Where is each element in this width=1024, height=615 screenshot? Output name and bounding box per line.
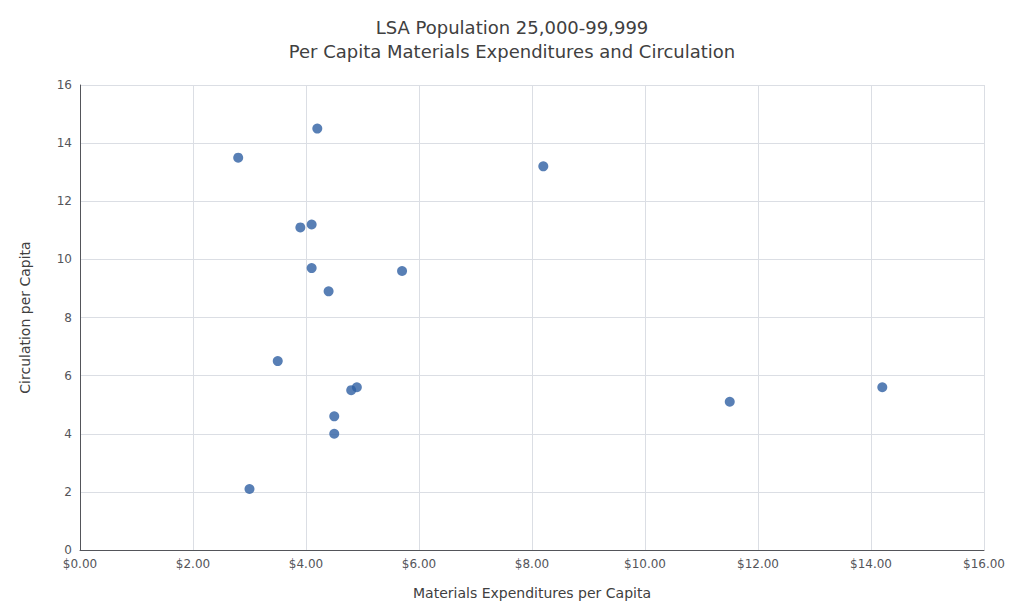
svg-text:$2.00: $2.00 (176, 557, 210, 571)
svg-text:Per Capita Materials Expenditu: Per Capita Materials Expenditures and Ci… (289, 41, 735, 62)
svg-text:4: 4 (64, 427, 72, 441)
svg-text:10: 10 (57, 252, 72, 266)
svg-text:16: 16 (57, 78, 72, 92)
svg-text:$4.00: $4.00 (289, 557, 323, 571)
svg-text:$14.00: $14.00 (850, 557, 892, 571)
svg-text:14: 14 (57, 136, 72, 150)
svg-text:$16.00: $16.00 (963, 557, 1005, 571)
svg-text:Circulation per Capita: Circulation per Capita (17, 241, 33, 393)
svg-text:12: 12 (57, 194, 72, 208)
svg-text:$0.00: $0.00 (63, 557, 97, 571)
svg-text:LSA Population 25,000-99,999: LSA Population 25,000-99,999 (376, 17, 649, 38)
svg-text:$8.00: $8.00 (515, 557, 549, 571)
svg-text:$10.00: $10.00 (624, 557, 666, 571)
svg-text:8: 8 (64, 311, 72, 325)
svg-text:$6.00: $6.00 (402, 557, 436, 571)
svg-text:6: 6 (64, 369, 72, 383)
svg-text:$12.00: $12.00 (737, 557, 779, 571)
svg-text:Materials Expenditures per Cap: Materials Expenditures per Capita (413, 585, 651, 601)
svg-text:0: 0 (64, 543, 72, 557)
svg-text:2: 2 (64, 485, 72, 499)
